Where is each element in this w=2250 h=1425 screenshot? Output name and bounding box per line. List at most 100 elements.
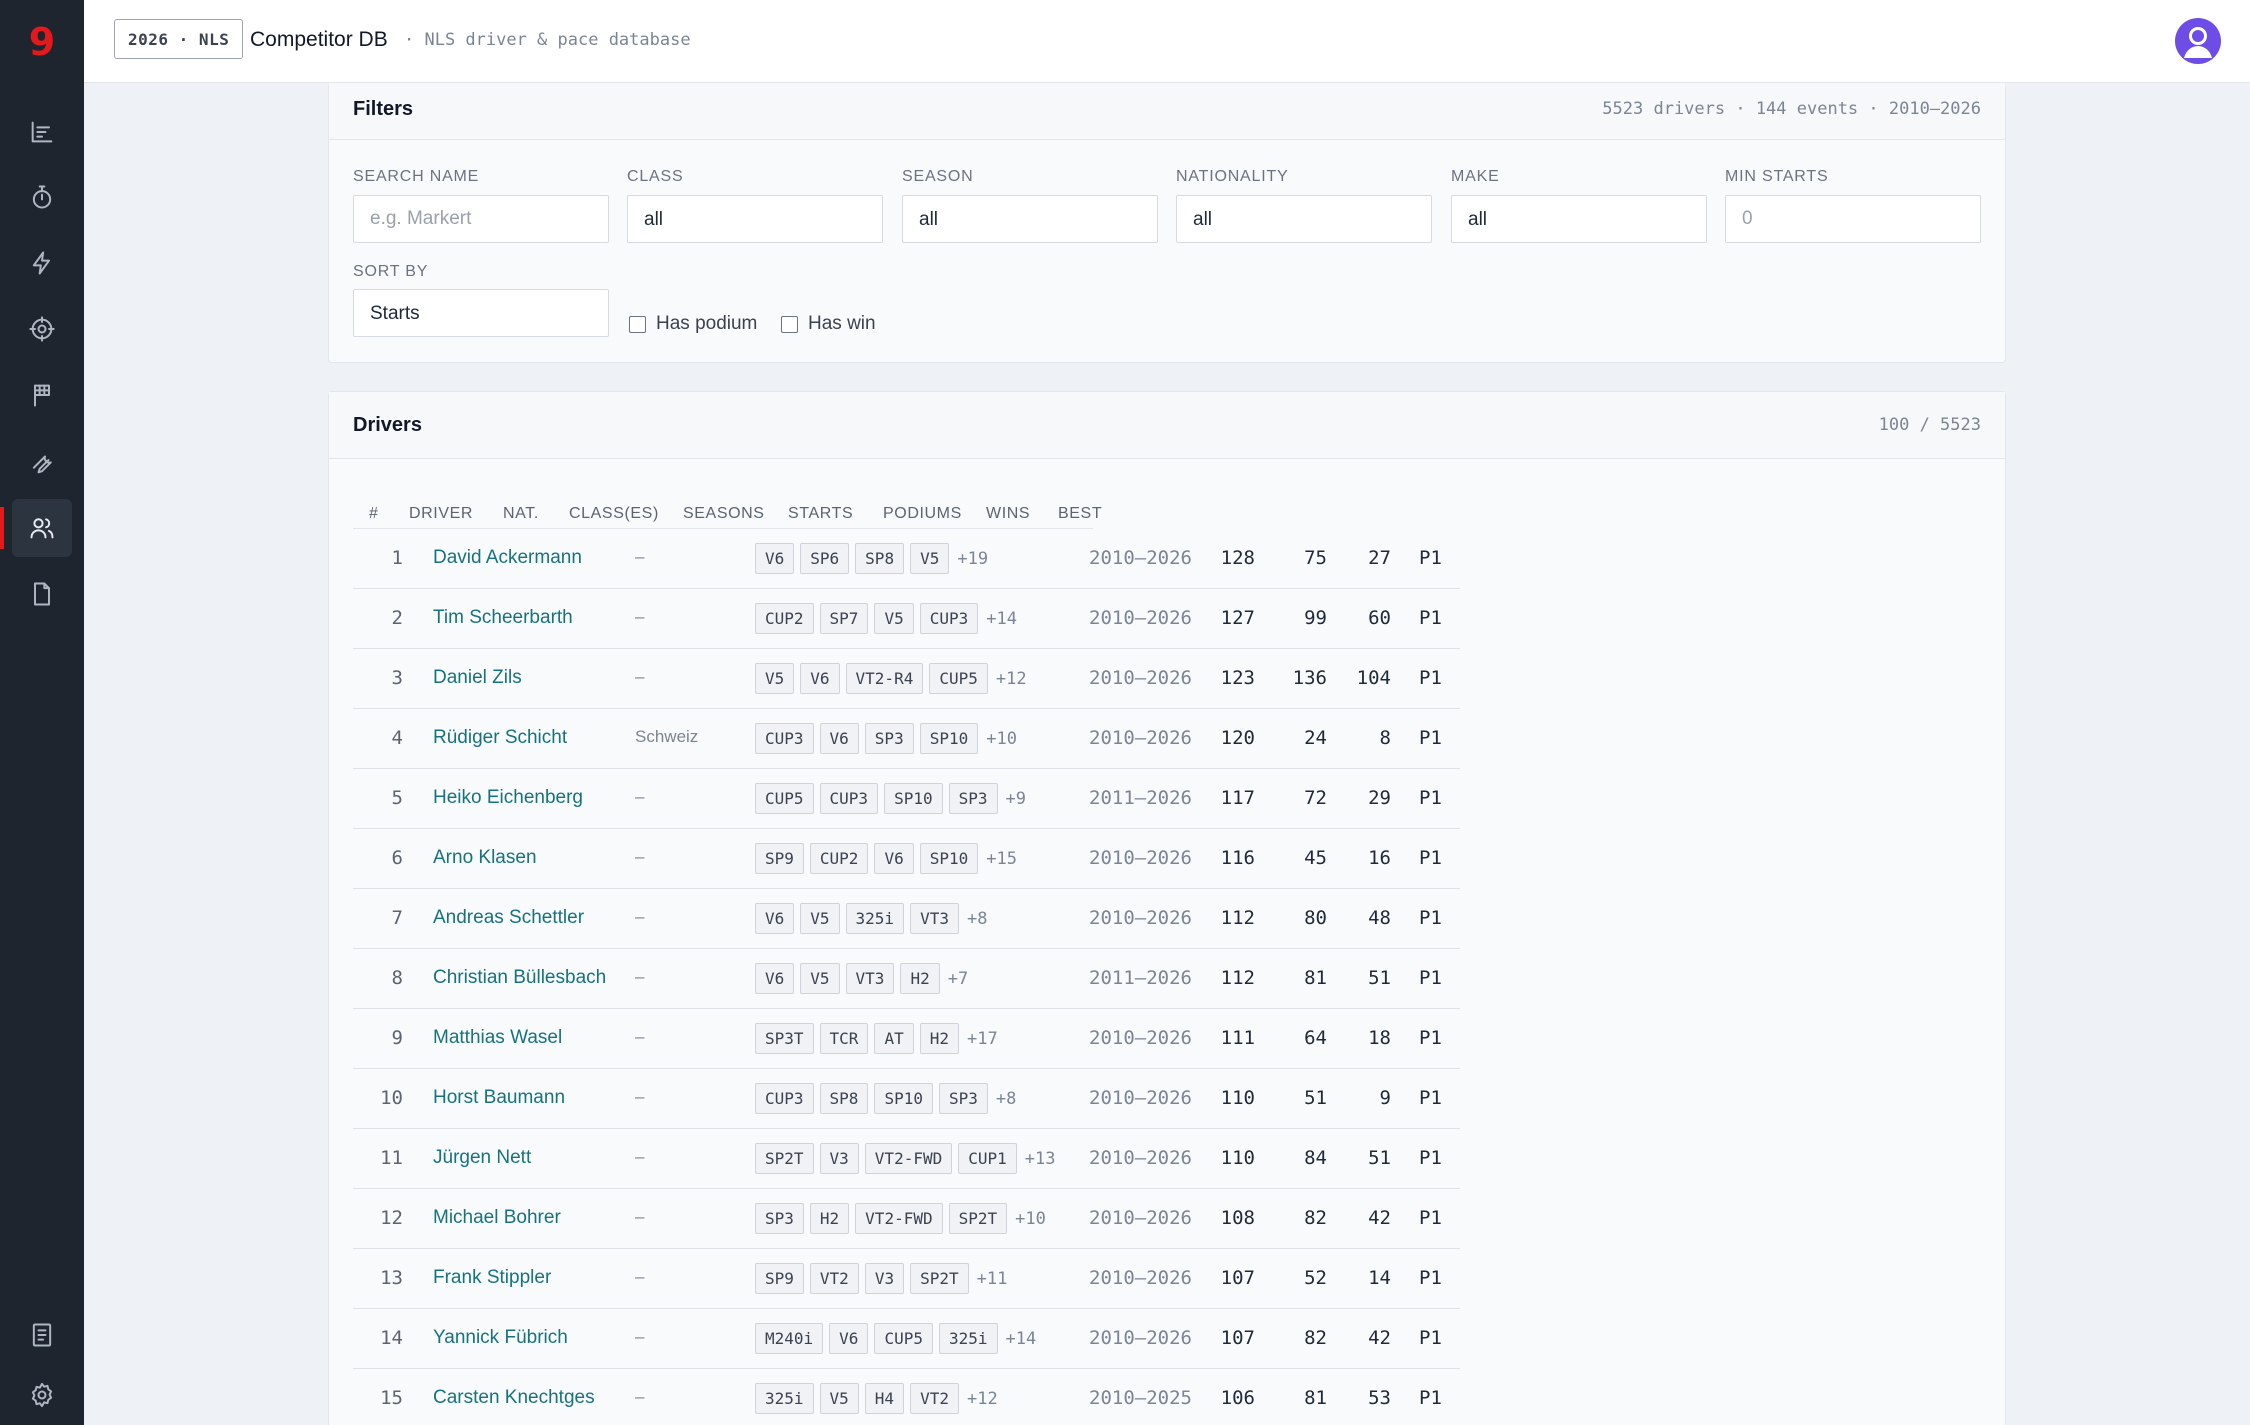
class-tag: SP10 xyxy=(919,843,979,874)
starts-cell: 110 xyxy=(1220,1147,1255,1169)
col-rank[interactable]: # xyxy=(369,505,379,522)
wins-cell: 16 xyxy=(1368,847,1391,869)
sidebar-item-settings[interactable] xyxy=(12,1366,72,1424)
col-podiums[interactable]: PODIUMS xyxy=(883,505,962,522)
starts-cell: 107 xyxy=(1220,1267,1255,1289)
class-tag: CUP5 xyxy=(755,783,814,814)
make-label: MAKE xyxy=(1451,168,1500,185)
starts-cell: 111 xyxy=(1220,1027,1255,1049)
table-row[interactable]: 11 Jürgen Nett – SP2T V3 VT2-FWD CUP1 +13 2010–2… xyxy=(353,1129,1460,1189)
col-starts[interactable]: STARTS xyxy=(788,505,854,522)
col-seasons[interactable]: SEASONS xyxy=(683,505,765,522)
user-avatar-icon xyxy=(2184,27,2212,58)
sidebar-item-documents[interactable] xyxy=(12,565,72,623)
table-row[interactable]: 8 Christian Büllesbach – V6 V5 VT3 H2 +7 2011–20… xyxy=(353,949,1460,1009)
table-row[interactable]: 12 Michael Bohrer – SP3 H2 VT2-FWD SP2T +10 2010… xyxy=(353,1189,1460,1249)
class-tag: SP8 xyxy=(855,543,905,574)
driver-name-link[interactable]: Yannick Fübrich xyxy=(433,1327,568,1348)
table-row[interactable]: 6 Arno Klasen – SP9 CUP2 V6 SP10 +15 2010–2026 11… xyxy=(353,829,1460,889)
sidebar-item-pace[interactable] xyxy=(12,234,72,292)
table-row[interactable]: 13 Frank Stippler – SP9 VT2 V3 SP2T +11 2010–202… xyxy=(353,1249,1460,1309)
make-select[interactable]: all xyxy=(1451,195,1707,243)
sidebar-item-logbook[interactable] xyxy=(12,1306,72,1364)
app-logo[interactable]: 9 xyxy=(28,19,56,64)
driver-name-link[interactable]: Andreas Schettler xyxy=(433,907,585,928)
podiums-cell: 75 xyxy=(1304,547,1327,569)
table-row[interactable]: 1 David Ackermann – V6 SP6 SP8 V5 +19 2010–2026 1… xyxy=(353,529,1460,589)
driver-name-link[interactable]: Frank Stippler xyxy=(433,1267,552,1288)
avatar[interactable] xyxy=(2175,18,2221,64)
has-podium-checkbox[interactable]: Has podium xyxy=(629,313,757,335)
starts-cell: 116 xyxy=(1220,847,1255,869)
sidebar-item-timing[interactable] xyxy=(12,168,72,226)
table-row[interactable]: 9 Matthias Wasel – SP3T TCR AT H2 +17 2010–2026 1… xyxy=(353,1009,1460,1069)
table-row[interactable]: 7 Andreas Schettler – V6 V5 325i VT3 +8 2010–202… xyxy=(353,889,1460,949)
driver-name-link[interactable]: Daniel Zils xyxy=(433,667,522,688)
rank-cell: 1 xyxy=(391,547,403,569)
wins-cell: 51 xyxy=(1368,1147,1391,1169)
sort-by-select[interactable]: Starts xyxy=(353,289,609,337)
nationality-select[interactable]: all xyxy=(1176,195,1432,243)
driver-name-link[interactable]: Christian Büllesbach xyxy=(433,967,607,988)
best-cell: P1 xyxy=(1419,1087,1442,1109)
checkbox-box[interactable] xyxy=(781,315,798,333)
wins-cell: 51 xyxy=(1368,967,1391,989)
classes-cell: SP9 CUP2 V6 SP10 +15 xyxy=(755,843,1017,874)
podiums-cell: 136 xyxy=(1292,667,1327,689)
driver-name-link[interactable]: David Ackermann xyxy=(433,547,582,568)
table-row[interactable]: 3 Daniel Zils – V5 V6 VT2-R4 CUP5 +12 2010–2026 1… xyxy=(353,649,1460,709)
class-tag: AT xyxy=(874,1023,914,1054)
sidebar-item-races[interactable] xyxy=(12,366,72,424)
class-tag: CUP2 xyxy=(755,603,814,634)
table-row[interactable]: 5 Heiko Eichenberg – CUP5 CUP3 SP10 SP3 +9 2011–… xyxy=(353,769,1460,829)
class-tag: CUP5 xyxy=(874,1323,933,1354)
season-select[interactable]: all xyxy=(902,195,1158,243)
col-nationality[interactable]: NAT. xyxy=(503,505,539,522)
min-starts-input[interactable] xyxy=(1725,195,1981,243)
driver-name-link[interactable]: Michael Bohrer xyxy=(433,1207,561,1228)
wrench-icon xyxy=(32,455,52,474)
has-win-checkbox[interactable]: Has win xyxy=(781,313,876,335)
driver-name-link[interactable]: Jürgen Nett xyxy=(433,1147,532,1168)
table-row[interactable]: 2 Tim Scheerbarth – CUP2 SP7 V5 CUP3 +14 2010–20… xyxy=(353,589,1460,649)
starts-cell: 120 xyxy=(1220,727,1255,749)
seasons-cell: 2010–2026 xyxy=(1089,667,1192,689)
sidebar-item-competitors[interactable] xyxy=(0,499,72,557)
col-driver[interactable]: DRIVER xyxy=(409,505,474,522)
starts-cell: 110 xyxy=(1220,1087,1255,1109)
driver-name-link[interactable]: Matthias Wasel xyxy=(433,1027,563,1048)
more-classes-count: +15 xyxy=(986,848,1017,869)
starts-cell: 112 xyxy=(1220,907,1255,929)
sidebar-item-tracking[interactable] xyxy=(12,300,72,358)
table-row[interactable]: 10 Horst Baumann – CUP3 SP8 SP10 SP3 +8 2010–202… xyxy=(353,1069,1460,1129)
classes-cell: V5 V6 VT2-R4 CUP5 +12 xyxy=(755,663,1027,694)
checkbox-box[interactable] xyxy=(629,315,646,333)
rank-cell: 9 xyxy=(391,1027,403,1049)
table-row[interactable]: 14 Yannick Fübrich – M240i V6 CUP5 325i +14 2010… xyxy=(353,1309,1460,1369)
sidebar-item-setup[interactable] xyxy=(12,434,72,492)
nationality-label: NATIONALITY xyxy=(1176,168,1289,185)
driver-name-link[interactable]: Tim Scheerbarth xyxy=(433,607,573,628)
class-select[interactable]: all xyxy=(627,195,883,243)
col-wins[interactable]: WINS xyxy=(986,505,1031,522)
driver-name-link[interactable]: Carsten Knechtges xyxy=(433,1387,595,1408)
driver-name-link[interactable]: Heiko Eichenberg xyxy=(433,787,583,808)
wins-cell: 29 xyxy=(1368,787,1391,809)
table-row[interactable]: 15 Carsten Knechtges – 325i V5 H4 VT2 +12 2010–2… xyxy=(353,1369,1460,1425)
col-classes[interactable]: CLASS(ES) xyxy=(569,505,659,522)
driver-name-link[interactable]: Rüdiger Schicht xyxy=(433,727,568,748)
col-best[interactable]: BEST xyxy=(1058,505,1103,522)
more-classes-count: +14 xyxy=(986,608,1017,629)
table-row[interactable]: 4 Rüdiger Schicht Schweiz CUP3 V6 SP3 SP10 +10 2… xyxy=(353,709,1460,769)
sidebar-item-results[interactable] xyxy=(12,103,72,161)
class-tag: H2 xyxy=(919,1023,959,1054)
top-bar: 2026 · NLS Competitor DB · NLS driver & … xyxy=(84,0,2250,83)
driver-name-link[interactable]: Arno Klasen xyxy=(433,847,537,868)
search-name-input[interactable] xyxy=(353,195,609,243)
more-classes-count: +17 xyxy=(966,1028,998,1049)
wins-cell: 18 xyxy=(1368,1027,1391,1049)
season-badge[interactable]: 2026 · NLS xyxy=(114,19,244,59)
class-tag: VT2 xyxy=(809,1263,859,1294)
class-tag: SP7 xyxy=(819,603,869,634)
driver-name-link[interactable]: Horst Baumann xyxy=(433,1087,566,1108)
